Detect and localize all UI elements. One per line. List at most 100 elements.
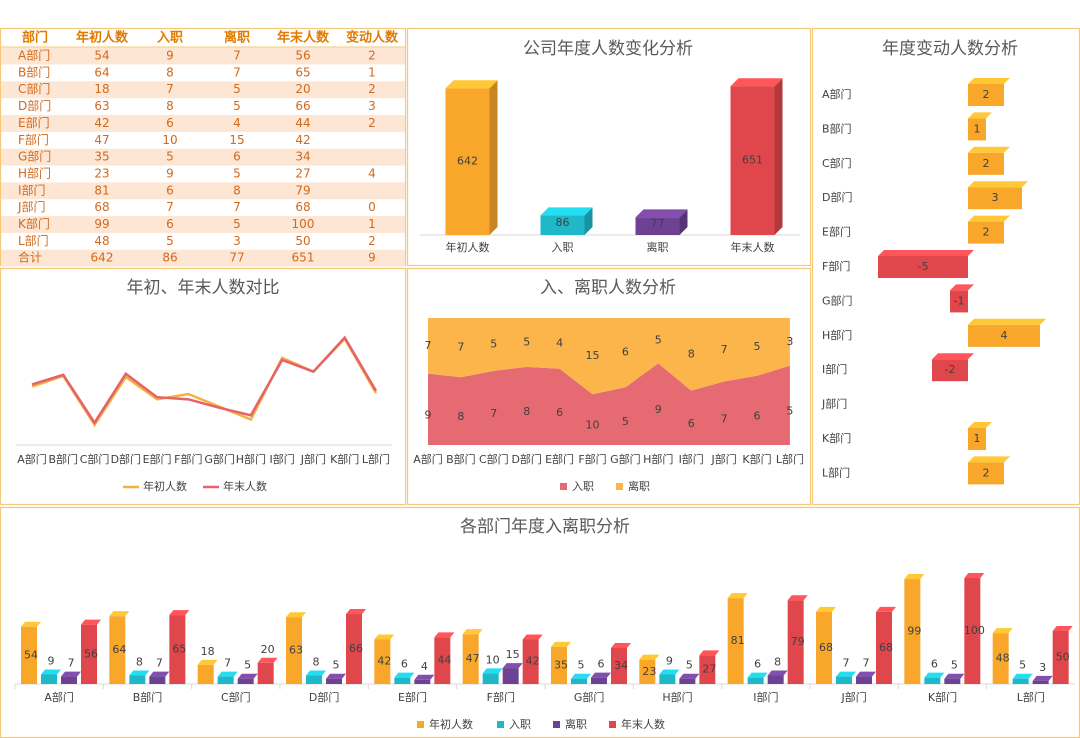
table-header: 变动人数 bbox=[346, 30, 399, 46]
table-cell: 34 bbox=[295, 150, 310, 164]
bar bbox=[968, 428, 986, 450]
bar bbox=[968, 152, 1004, 175]
data-label: 81 bbox=[731, 634, 745, 647]
data-label: 34 bbox=[614, 659, 628, 672]
bar bbox=[434, 637, 451, 684]
x-tick-label: H部门 bbox=[643, 452, 673, 466]
table-cell: 44 bbox=[295, 116, 310, 130]
data-label: 44 bbox=[437, 654, 451, 667]
bar bbox=[950, 290, 968, 313]
data-label: 18 bbox=[201, 645, 215, 658]
bar bbox=[540, 215, 585, 235]
legend-swatch bbox=[497, 721, 504, 728]
table-cell: 48 bbox=[94, 234, 109, 248]
table-cell: 9 bbox=[368, 251, 376, 265]
x-tick-label: A部门 bbox=[17, 452, 47, 466]
data-label: 47 bbox=[466, 652, 480, 665]
table-cell: A部门 bbox=[18, 48, 50, 63]
x-tick-label: 离职 bbox=[647, 240, 669, 254]
x-tick-label: E部门 bbox=[143, 452, 172, 466]
y-tick-label: I部门 bbox=[822, 362, 847, 376]
data-label: 5 bbox=[754, 340, 761, 353]
table-cell: 2 bbox=[368, 234, 376, 248]
data-label: 4 bbox=[1001, 329, 1008, 342]
data-label: 5 bbox=[1019, 659, 1026, 672]
bar-top bbox=[445, 80, 498, 89]
data-label: 23 bbox=[642, 665, 656, 678]
bar-side bbox=[774, 78, 783, 235]
y-tick-label: F部门 bbox=[822, 259, 850, 273]
table-header: 部门 bbox=[22, 30, 48, 46]
x-tick-label: J部门 bbox=[300, 452, 326, 466]
data-label: 50 bbox=[1056, 651, 1070, 664]
data-label: 8 bbox=[688, 347, 695, 360]
bar bbox=[968, 462, 1004, 485]
bar-top bbox=[611, 642, 631, 648]
x-tick-label: J部门 bbox=[710, 452, 736, 466]
table-cell: 5 bbox=[233, 166, 241, 180]
data-label: 9 bbox=[425, 408, 432, 421]
table-cell: 63 bbox=[94, 99, 109, 113]
data-label: 6 bbox=[931, 658, 938, 671]
data-label: -2 bbox=[945, 363, 956, 376]
data-label: 7 bbox=[721, 412, 728, 425]
bar-top bbox=[968, 215, 1010, 222]
y-tick-label: C部门 bbox=[822, 156, 852, 170]
data-label: 7 bbox=[457, 341, 464, 354]
bar bbox=[217, 676, 234, 684]
legend-label: 入职 bbox=[572, 480, 594, 493]
data-label: 9 bbox=[48, 654, 55, 667]
table-cell: D部门 bbox=[18, 98, 51, 113]
bar bbox=[968, 324, 1040, 347]
data-label: 2 bbox=[983, 88, 990, 101]
x-tick-label: 年末人数 bbox=[731, 240, 775, 254]
data-label: 5 bbox=[490, 337, 497, 350]
data-label: 1 bbox=[974, 432, 981, 445]
bar-top bbox=[1032, 675, 1053, 681]
bar-top bbox=[1052, 626, 1073, 631]
x-tick-label: C部门 bbox=[479, 452, 509, 466]
bar-top bbox=[699, 650, 720, 656]
data-label: 9 bbox=[655, 403, 662, 416]
table-cell: 54 bbox=[94, 49, 109, 63]
legend-swatch bbox=[417, 721, 424, 728]
bar-side bbox=[679, 209, 688, 235]
bar bbox=[306, 675, 322, 684]
bar bbox=[968, 84, 1004, 106]
data-label: 27 bbox=[702, 663, 716, 676]
table-cell: 2 bbox=[368, 49, 376, 63]
data-label: 1 bbox=[974, 122, 981, 135]
data-label: 6 bbox=[754, 409, 761, 422]
data-label: 5 bbox=[686, 659, 693, 672]
bar bbox=[876, 611, 892, 684]
bar bbox=[21, 626, 37, 684]
data-label: 7 bbox=[68, 657, 75, 670]
data-label: 642 bbox=[457, 155, 478, 168]
data-label: 100 bbox=[964, 624, 985, 637]
data-label: 8 bbox=[457, 410, 464, 423]
bar bbox=[816, 611, 832, 684]
bar bbox=[968, 118, 986, 141]
bar-top bbox=[968, 146, 1010, 153]
data-label: 3 bbox=[992, 191, 999, 204]
table-cell: 64 bbox=[94, 65, 109, 79]
bar-top bbox=[61, 671, 81, 677]
data-label: 7 bbox=[490, 407, 497, 420]
table-cell: K部门 bbox=[18, 216, 50, 231]
table-header: 年末人数 bbox=[277, 30, 330, 46]
bar-top bbox=[964, 573, 985, 578]
bar-top bbox=[129, 670, 150, 676]
bar bbox=[944, 678, 961, 684]
bar-top bbox=[876, 606, 896, 612]
bar-top bbox=[109, 611, 130, 617]
legend-swatch bbox=[560, 483, 567, 490]
bar bbox=[639, 659, 656, 684]
bar bbox=[968, 187, 1022, 210]
bar-top bbox=[394, 672, 415, 678]
table-cell: 3 bbox=[233, 234, 241, 248]
x-tick-label: H部门 bbox=[662, 690, 692, 704]
legend-swatch bbox=[616, 483, 623, 490]
table-cell: 47 bbox=[94, 133, 109, 147]
x-tick-label: I部门 bbox=[753, 690, 778, 704]
bar bbox=[787, 600, 804, 684]
